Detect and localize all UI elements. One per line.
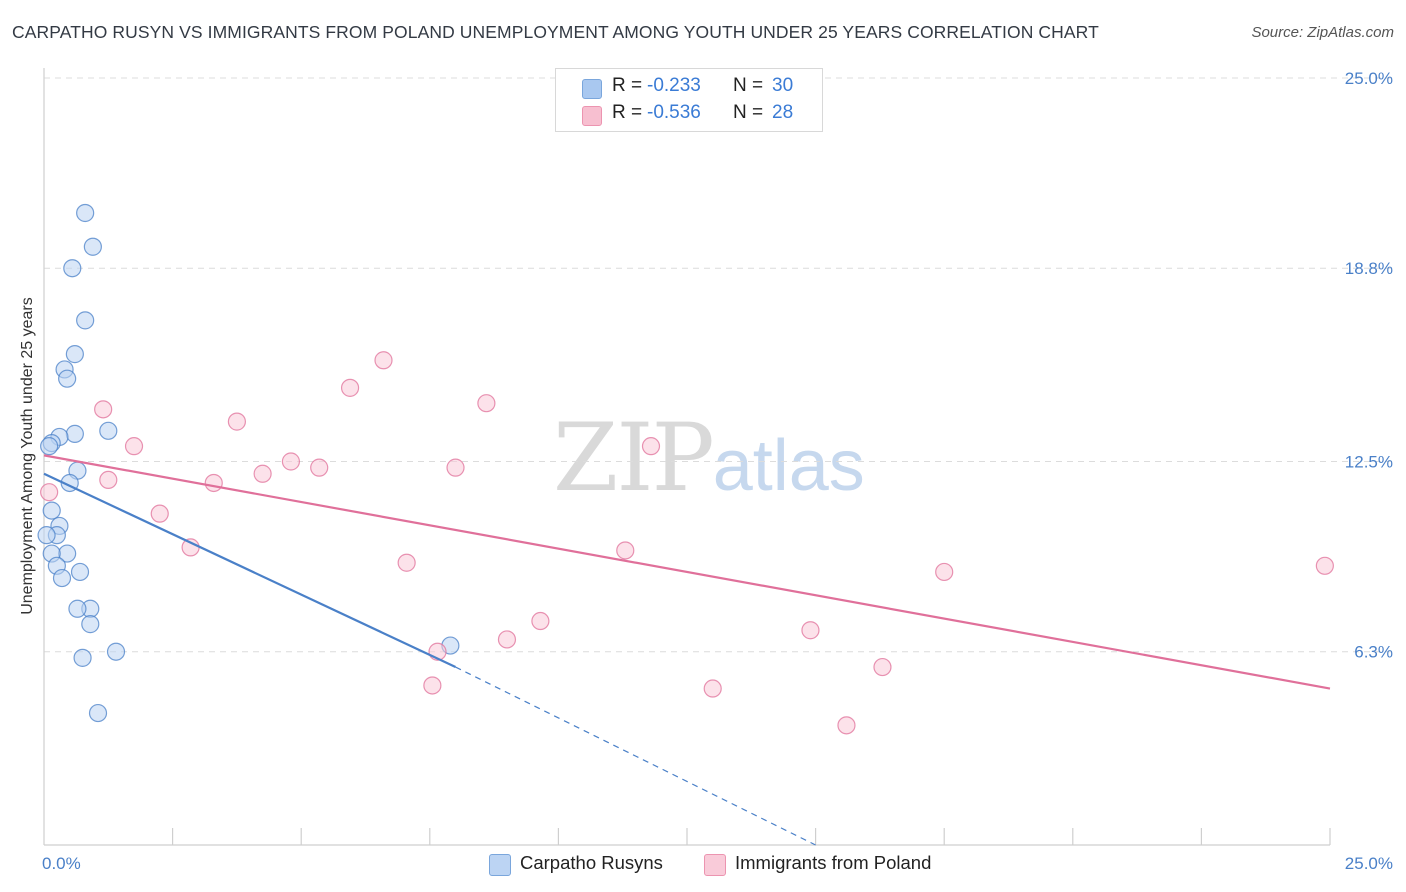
poland-point (40, 483, 59, 502)
legend-n-value: 28 (772, 102, 794, 123)
legend-row-carpatho: R = -0.233 N = 30 (556, 75, 822, 103)
legend-r-label: R = (612, 75, 643, 96)
poland-point (801, 621, 820, 640)
y-tick-label: 25.0% (1345, 69, 1393, 88)
carpatho-point (58, 369, 77, 388)
poland-point (837, 716, 856, 735)
chart-title: CARPATHO RUSYN VS IMMIGRANTS FROM POLAND… (12, 22, 1099, 42)
legend-swatch-carpatho (582, 79, 602, 99)
poland-point (1315, 556, 1334, 575)
legend-n-label: N = (733, 75, 764, 96)
carpatho-point (42, 501, 61, 520)
poland-point (204, 473, 223, 493)
poland-point (281, 452, 301, 471)
watermark-zip: ZIP (553, 404, 715, 513)
poland-trend-line (43, 454, 1331, 690)
poland-point (446, 458, 465, 477)
carpatho-point (40, 437, 59, 456)
carpatho-point (81, 615, 100, 634)
carpatho-point (99, 421, 118, 440)
bottom-legend-swatch-poland (704, 854, 726, 876)
poland-point (873, 657, 892, 677)
carpatho-trend-line (43, 472, 456, 669)
carpatho-point (76, 203, 95, 223)
carpatho-point (70, 562, 90, 582)
poland-point (340, 378, 360, 397)
carpatho-point (37, 526, 56, 545)
bottom-legend-label-carpatho: Carpatho Rusyns (520, 852, 663, 873)
poland-point (423, 676, 442, 695)
poland-point (641, 437, 661, 456)
carpatho-point (65, 424, 84, 443)
carpatho-point (63, 259, 82, 278)
bottom-legend-label-poland: Immigrants from Poland (735, 852, 932, 873)
watermark-atlas: atlas (712, 426, 865, 506)
carpatho-point (65, 345, 84, 364)
carpatho-point (88, 703, 108, 723)
legend-row-poland: R = -0.536 N = 28 (556, 102, 822, 130)
legend-n-value: 30 (772, 75, 794, 96)
poland-point (703, 679, 722, 698)
poland-point (124, 437, 144, 456)
poland-point (935, 562, 954, 582)
watermark: ZIPatlas (553, 404, 865, 513)
x-tick-label: 0.0% (42, 854, 81, 873)
carpatho-point (106, 642, 126, 661)
carpatho-point (83, 237, 102, 256)
y-tick-label: 12.5% (1345, 453, 1393, 472)
legend-r-value: -0.233 (647, 75, 701, 96)
y-axis-label: Unemployment Among Youth under 25 years (19, 297, 36, 615)
poland-point (616, 541, 635, 560)
x-tick-label: 25.0% (1345, 854, 1393, 873)
carpatho-point (73, 648, 92, 667)
bottom-legend-swatch-carpatho (489, 854, 511, 876)
poland-point (99, 470, 118, 490)
poland-point (253, 464, 272, 483)
poland-point (150, 504, 169, 523)
poland-point (397, 553, 416, 572)
legend-swatch-poland (582, 106, 602, 126)
poland-point (477, 394, 496, 413)
poland-point (497, 630, 517, 649)
poland-point (374, 351, 393, 370)
y-tick-label: 6.3% (1354, 643, 1393, 662)
legend-n-label: N = (733, 102, 764, 123)
poland-point (94, 400, 113, 419)
carpatho-trend-line-extension (455, 666, 816, 846)
legend-r-label: R = (612, 102, 643, 123)
poland-point (227, 412, 246, 431)
carpatho-point (76, 311, 95, 330)
correlation-legend: R = -0.233 N = 30 R = -0.536 N = 28 (555, 68, 823, 132)
y-tick-label: 18.8% (1345, 259, 1393, 278)
legend-r-value: -0.536 (647, 102, 701, 123)
poland-point (531, 611, 550, 631)
carpatho-point (52, 568, 72, 588)
source-credit: Source: ZipAtlas.com (1251, 24, 1394, 41)
poland-point (310, 458, 329, 477)
carpatho-point (68, 599, 87, 618)
